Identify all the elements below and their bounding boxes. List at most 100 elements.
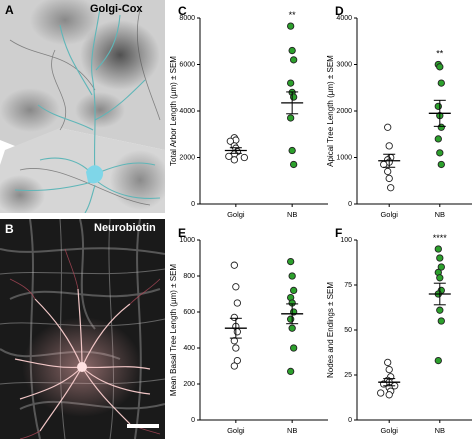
data-point	[232, 344, 240, 352]
panel-a-letter: A	[5, 3, 14, 17]
golgi-cox-image	[0, 0, 165, 213]
data-point	[384, 358, 392, 367]
y-tick-label: 75	[344, 282, 352, 289]
data-point	[232, 283, 240, 291]
panel-letter: C	[178, 4, 187, 18]
dendrite-tracing	[14, 7, 161, 213]
y-tick-label: 25	[344, 372, 352, 379]
data-point	[230, 337, 238, 345]
data-point	[437, 263, 445, 271]
panel-letter: F	[335, 226, 342, 240]
y-tick-label: 100	[340, 237, 352, 244]
y-tick-label: 4000	[336, 15, 352, 22]
data-point	[230, 313, 238, 322]
y-axis-title: Nodes and Endings ± SEM	[326, 282, 335, 378]
y-tick-label: 400	[183, 345, 195, 352]
y-tick-label: 3000	[336, 61, 352, 68]
data-point	[233, 299, 241, 307]
data-point	[288, 146, 296, 155]
panel-a-label: Golgi-Cox	[90, 3, 143, 15]
significance-marker: ****	[433, 233, 448, 243]
neurobiotin-micrograph	[0, 219, 165, 439]
y-tick-label: 800	[183, 273, 195, 280]
y-tick-label: 600	[183, 309, 195, 316]
data-point	[385, 365, 393, 374]
data-point	[437, 123, 445, 131]
data-point	[377, 389, 385, 397]
data-point	[290, 286, 298, 295]
y-tick-label: 0	[348, 201, 352, 208]
neurobiotin-image	[0, 219, 165, 439]
y-tick-label: 0	[348, 417, 352, 424]
chart-e: E 0 200 400 600 800 1000 Mean Basal Tree Length…	[169, 226, 328, 435]
data-point	[288, 272, 296, 280]
x-tick-label: NB	[435, 210, 445, 219]
y-tick-label: 8000	[179, 15, 195, 22]
data-point	[225, 152, 233, 160]
significance-marker: **	[436, 49, 444, 59]
data-point	[290, 344, 298, 352]
data-point	[380, 160, 388, 169]
data-point	[437, 317, 445, 325]
data-point	[288, 324, 296, 332]
data-point	[290, 56, 298, 64]
data-point	[287, 257, 295, 266]
panel-b-label: Neurobiotin	[94, 222, 156, 234]
y-tick-label: 50	[344, 327, 352, 334]
data-point	[436, 149, 444, 157]
chart-d: D 0 1000 2000 3000 4000 Apical Tree Length (µm…	[326, 4, 472, 219]
x-tick-label: Golgi	[380, 210, 398, 219]
data-point	[287, 79, 295, 87]
data-point	[434, 356, 442, 365]
neurobiotin-dendrites	[14, 288, 151, 432]
data-point	[434, 102, 442, 111]
x-tick-label: Golgi	[380, 426, 398, 435]
data-point	[287, 114, 295, 122]
panel-b-letter: B	[5, 222, 14, 236]
data-point	[436, 63, 444, 71]
data-point	[240, 153, 248, 162]
data-point	[385, 174, 393, 183]
x-tick-label: Golgi	[227, 210, 245, 219]
y-tick-label: 1000	[179, 237, 195, 244]
data-point	[434, 245, 442, 253]
data-point	[436, 254, 444, 262]
data-point	[385, 142, 393, 150]
data-point	[385, 391, 393, 399]
scale-bar	[127, 424, 159, 428]
chart-c: C 0 2000 4000 6000 8000 Total Arbor Length (µm…	[169, 4, 328, 219]
y-tick-label: 4000	[179, 108, 195, 115]
y-tick-label: 1000	[336, 154, 352, 161]
y-tick-label: 0	[191, 417, 195, 424]
y-tick-label: 6000	[179, 61, 195, 68]
y-tick-label: 0	[191, 201, 195, 208]
y-tick-label: 200	[183, 381, 195, 388]
y-tick-label: 2000	[179, 154, 195, 161]
data-point	[226, 137, 234, 145]
data-point	[437, 79, 445, 87]
data-point	[230, 362, 238, 370]
data-point	[384, 167, 392, 176]
data-point	[233, 356, 241, 365]
panel-letter: D	[335, 4, 344, 18]
x-tick-label: NB	[287, 210, 297, 219]
data-point	[434, 135, 442, 143]
data-point	[287, 367, 295, 376]
y-axis-title: Apical Tree Length (µm) ± SEM	[326, 55, 335, 167]
y-axis-title: Mean Basal Tree Length (µm) ± SEM	[169, 264, 178, 397]
data-point	[387, 184, 395, 192]
data-point	[290, 160, 298, 169]
y-tick-label: 2000	[336, 108, 352, 115]
soma-marker	[86, 165, 104, 184]
data-point	[384, 123, 392, 131]
data-point	[437, 160, 445, 169]
data-point	[290, 93, 298, 101]
data-point	[436, 306, 444, 314]
golgi-cox-micrograph	[0, 0, 165, 213]
panel-letter: E	[178, 226, 186, 240]
data-point	[287, 22, 295, 30]
data-point	[233, 328, 241, 336]
data-point	[287, 315, 295, 323]
x-tick-label: NB	[435, 426, 445, 435]
